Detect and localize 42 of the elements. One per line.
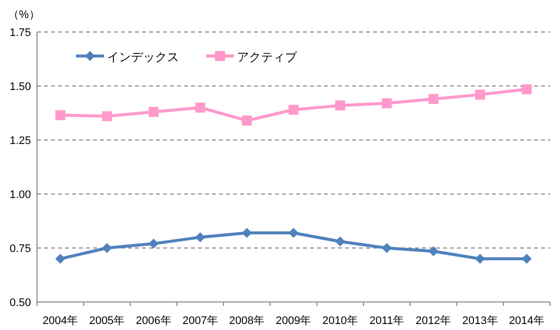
- point: [475, 254, 486, 264]
- point: [522, 84, 532, 94]
- point: [288, 228, 298, 238]
- y-tick-label: 1.25: [10, 135, 31, 147]
- y-tick-label: 1.50: [10, 81, 31, 93]
- point: [242, 116, 252, 126]
- x-tick-label: 2010年: [322, 315, 358, 327]
- point: [195, 232, 206, 242]
- point: [148, 106, 159, 117]
- y-axis-title: （%）: [8, 9, 40, 21]
- point: [102, 111, 112, 122]
- point: [475, 90, 486, 100]
- x-tick-label: 2007年: [182, 315, 218, 327]
- point: [522, 254, 532, 264]
- point: [335, 100, 346, 110]
- point: [382, 98, 392, 108]
- point: [102, 243, 112, 253]
- x-tick-label: 2009年: [276, 315, 312, 327]
- point: [428, 94, 438, 104]
- point: [242, 228, 252, 238]
- legend-label: インデックス: [107, 50, 179, 64]
- x-tick-label: 2008年: [229, 315, 265, 327]
- point: [288, 104, 298, 115]
- x-tick-label: 2005年: [89, 315, 125, 327]
- point: [148, 238, 159, 249]
- point: [382, 243, 392, 253]
- x-tick-label: 2011年: [369, 315, 404, 327]
- point: [55, 254, 66, 264]
- legend-label: アクティブ: [237, 50, 298, 64]
- x-tick-label: 2013年: [462, 315, 498, 327]
- point: [428, 246, 438, 256]
- y-tick-label: 0.75: [10, 243, 31, 255]
- x-tick-label: 2004年: [42, 315, 78, 327]
- y-tick-label: 1.00: [10, 189, 31, 201]
- x-tick-label: 2012年: [416, 315, 452, 327]
- y-tick-label: 0.50: [10, 297, 31, 309]
- point: [195, 102, 206, 113]
- point: [335, 236, 346, 247]
- x-tick-label: 2006年: [136, 315, 172, 327]
- y-tick-label: 1.75: [10, 27, 31, 39]
- x-tick-label: 2014年: [508, 315, 544, 327]
- point: [55, 110, 66, 120]
